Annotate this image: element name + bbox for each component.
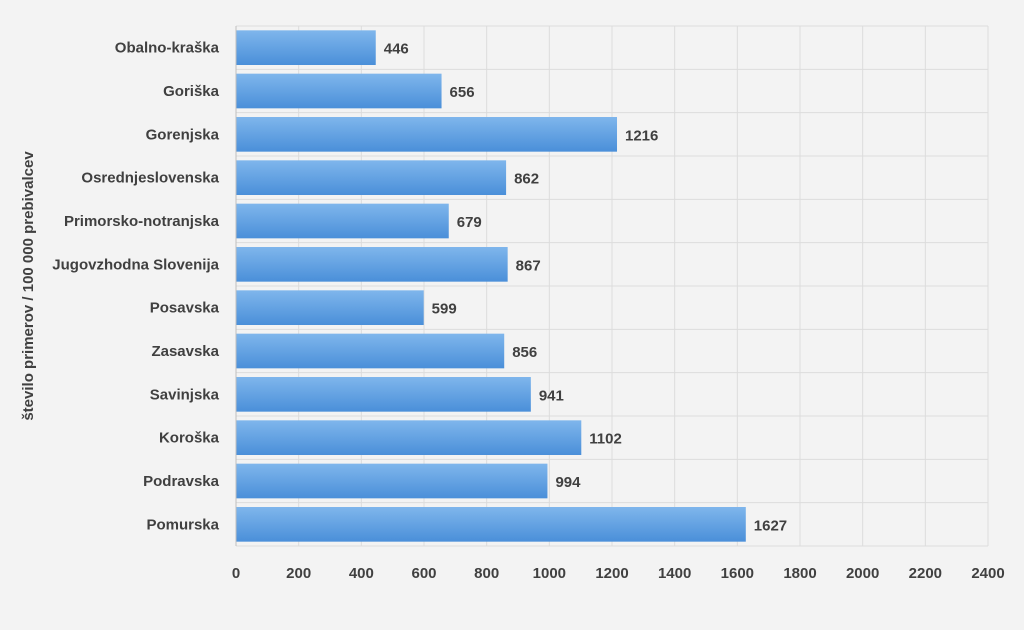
data-label: 1627 bbox=[754, 517, 787, 534]
data-label: 941 bbox=[539, 387, 564, 404]
category-label: Jugovzhodna Slovenija bbox=[52, 256, 219, 273]
bar bbox=[236, 507, 746, 542]
data-label: 867 bbox=[516, 257, 541, 274]
x-tick-labels: 0 200 400 600 800 1000 1200 1400 1600 1800 2000 220… bbox=[232, 565, 1005, 582]
x-tick-label: 200 bbox=[286, 565, 311, 582]
category-labels: Obalno-kraška Goriška Gorenjska Osrednjeslo… bbox=[52, 40, 219, 534]
category-label: Savinjska bbox=[150, 386, 220, 403]
bar bbox=[236, 247, 508, 282]
category-label: Koroška bbox=[159, 430, 220, 447]
x-tick-label: 600 bbox=[411, 565, 436, 582]
category-label: Primorsko-notranjska bbox=[64, 213, 220, 230]
bars bbox=[236, 30, 746, 542]
x-tick-label: 2400 bbox=[971, 565, 1004, 582]
x-tick-label: 1600 bbox=[721, 565, 754, 582]
category-label: Obalno-kraška bbox=[115, 40, 220, 57]
data-label: 656 bbox=[450, 84, 475, 101]
bar bbox=[236, 377, 531, 412]
x-tick-label: 2200 bbox=[909, 565, 942, 582]
bar bbox=[236, 203, 449, 239]
category-label: Osrednjeslovenska bbox=[81, 170, 219, 187]
data-label: 599 bbox=[432, 301, 457, 318]
category-label: Zasavska bbox=[151, 343, 219, 360]
category-label: Posavska bbox=[150, 300, 220, 317]
data-label: 862 bbox=[514, 171, 539, 188]
bar bbox=[236, 73, 442, 109]
data-label: 446 bbox=[384, 41, 409, 58]
x-tick-label: 1200 bbox=[595, 565, 628, 582]
bar bbox=[236, 117, 618, 152]
category-label: Podravska bbox=[143, 473, 220, 490]
x-tick-label: 400 bbox=[349, 565, 374, 582]
bar bbox=[236, 30, 376, 65]
x-tick-label: 1400 bbox=[658, 565, 691, 582]
x-tick-label: 1000 bbox=[533, 565, 566, 582]
x-tick-label: 800 bbox=[474, 565, 499, 582]
data-labels: 446 656 1216 862 679 867 599 856 941 1102 994 1627 bbox=[384, 41, 787, 535]
bar bbox=[236, 290, 424, 325]
x-tick-label: 2000 bbox=[846, 565, 879, 582]
bar bbox=[236, 160, 507, 195]
x-tick-label: 1800 bbox=[783, 565, 816, 582]
data-label: 679 bbox=[457, 214, 482, 231]
data-label: 994 bbox=[555, 474, 581, 491]
category-label: Gorenjska bbox=[146, 126, 220, 143]
bar bbox=[236, 463, 548, 499]
bar bbox=[236, 420, 582, 455]
y-axis-title: število primerov / 100 000 prebivalcev bbox=[20, 151, 37, 421]
bar bbox=[236, 333, 505, 369]
data-label: 1102 bbox=[589, 431, 622, 448]
gridlines bbox=[236, 25, 989, 547]
category-label: Pomurska bbox=[146, 516, 219, 533]
category-label: Goriška bbox=[163, 83, 220, 100]
data-label: 856 bbox=[512, 344, 537, 361]
data-label: 1216 bbox=[625, 127, 658, 144]
x-tick-label: 0 bbox=[232, 565, 240, 582]
